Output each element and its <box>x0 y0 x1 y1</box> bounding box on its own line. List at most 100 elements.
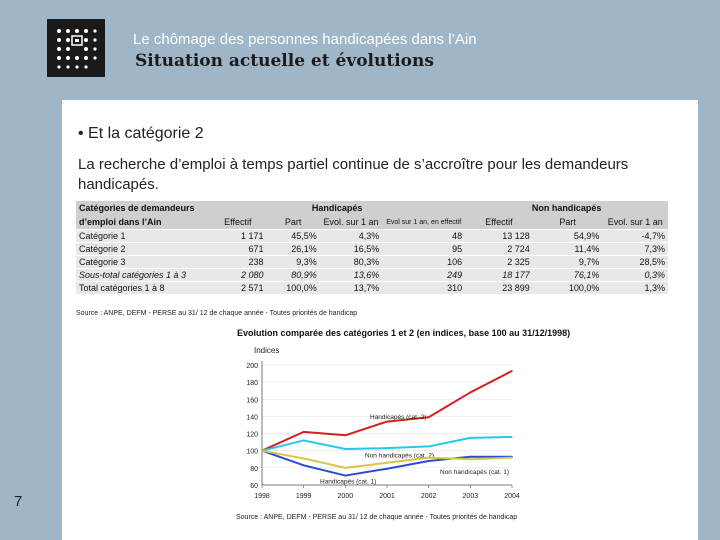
bullet-point: • Et la catégorie 2 <box>78 125 204 142</box>
row-label: Catégorie 3 <box>76 255 210 269</box>
data-point <box>302 457 305 460</box>
table-cell: 9,7% <box>532 255 603 269</box>
data-point <box>344 474 347 477</box>
series-label: Non handicapés (cat. 2) <box>365 453 434 460</box>
table-cell: 80,3% <box>319 255 383 269</box>
table-cell: 2 724 <box>465 242 533 256</box>
y-tick-label: 140 <box>246 414 258 421</box>
col-header: Evol. sur 1 an <box>602 215 668 230</box>
logo <box>47 19 105 77</box>
group-header-non-handicapes: Non handicapés <box>465 201 668 215</box>
categories-table: Catégories de demandeurs Handicapés Non … <box>76 201 668 294</box>
data-point <box>469 437 472 439</box>
table-cell: 106 <box>382 255 466 269</box>
table-cell: 11,4% <box>532 242 603 256</box>
page-title: Situation actuelle et évolutions <box>135 51 434 71</box>
table-row: Catégorie 3 238 9,3% 80,3% 106 2 325 9,7… <box>76 255 668 269</box>
row-label: Catégorie 1 <box>76 229 210 243</box>
table-cell: 45,5% <box>266 229 320 243</box>
x-tick-label: 2000 <box>338 493 354 500</box>
x-tick-label: 2002 <box>421 493 437 500</box>
data-point <box>427 445 430 448</box>
data-point <box>302 464 305 467</box>
row-label: Catégorie 2 <box>76 242 210 256</box>
x-tick-label: 1998 <box>254 493 270 500</box>
table-cell: 80,9% <box>266 268 320 282</box>
data-point <box>386 467 388 470</box>
table-row: Catégorie 2 671 26,1% 16,5% 95 2 724 11,… <box>76 242 668 256</box>
data-point <box>344 448 347 450</box>
series-label: Handicapés (cat. 2) <box>370 414 426 421</box>
table-cell: 100,0% <box>266 281 320 294</box>
logo-dots-icon <box>57 29 97 69</box>
x-tick-label: 1999 <box>296 493 312 500</box>
table-cell: 310 <box>382 281 466 294</box>
table-cell: 16,5% <box>319 242 383 256</box>
right-band <box>698 100 720 540</box>
table-cell: 4,3% <box>319 229 383 243</box>
chart-source: Source : ANPE, DEFM - PERSE au 31/ 12 de… <box>236 514 518 521</box>
y-axis-label: Indices <box>254 346 279 355</box>
data-point <box>427 460 430 462</box>
data-point <box>511 456 513 459</box>
table-cell: 9,3% <box>266 255 320 269</box>
data-point <box>344 467 347 469</box>
data-point <box>469 391 472 394</box>
col-header: Part <box>266 215 320 230</box>
y-tick-label: 120 <box>246 432 258 439</box>
table-cell: 238 <box>209 255 267 269</box>
page-number: 7 <box>14 493 23 510</box>
data-point <box>302 439 305 442</box>
data-point <box>427 416 430 419</box>
table-cell: 7,3% <box>602 242 668 256</box>
data-point <box>344 434 347 437</box>
col-header: Evol. sur 1 an <box>319 215 383 230</box>
table-cell: 18 177 <box>465 268 533 282</box>
data-point <box>386 447 388 449</box>
content-area <box>62 100 698 540</box>
col-header: Effectif <box>465 215 533 230</box>
table-header-row: Catégories de demandeurs Handicapés Non … <box>76 201 668 215</box>
data-point <box>469 458 472 461</box>
col-header: Effectif <box>209 215 267 230</box>
table-cell: 249 <box>382 268 466 282</box>
col-header: Evol sur 1 an, en effectif <box>382 215 466 230</box>
table-cell: 76,1% <box>532 268 603 282</box>
table-row: Sous-total catégories 1 à 3 2 080 80,9% … <box>76 268 668 282</box>
group-header-handicapes: Handicapés <box>209 201 466 215</box>
table-cell: 48 <box>382 229 466 243</box>
data-point <box>386 461 388 464</box>
table-cell: 100,0% <box>532 281 603 294</box>
y-tick-label: 100 <box>246 449 258 456</box>
table-cell: 23 899 <box>465 281 533 294</box>
y-tick-label: 60 <box>250 483 258 490</box>
table-cell: 1 171 <box>209 229 267 243</box>
table-cell: 13,7% <box>319 281 383 294</box>
header-band <box>0 0 720 100</box>
row-label: Total catégories 1 à 8 <box>76 281 210 294</box>
header-subtitle: Le chômage des personnes handicapées dan… <box>133 31 477 48</box>
table-row: Catégorie 1 1 171 45,5% 4,3% 48 13 128 5… <box>76 229 668 243</box>
left-band <box>0 100 62 540</box>
body-paragraph: La recherche d’emploi à temps partiel co… <box>78 156 629 193</box>
x-tick-label: 2003 <box>463 493 479 500</box>
table-cell: 26,1% <box>266 242 320 256</box>
table-row: Total catégories 1 à 8 2 571 100,0% 13,7… <box>76 281 668 294</box>
data-point <box>261 449 263 452</box>
y-tick-label: 180 <box>246 380 258 387</box>
table-cell: 2 325 <box>465 255 533 269</box>
data-point <box>386 420 388 423</box>
x-tick-label: 2004 <box>504 493 520 500</box>
col-header: Part <box>532 215 603 230</box>
table-cell: 95 <box>382 242 466 256</box>
data-point <box>469 455 472 458</box>
table-cell: 13 128 <box>465 229 533 243</box>
row-label: Sous-total catégories 1 à 3 <box>76 268 210 282</box>
chart-title: Evolution comparée des catégories 1 et 2… <box>237 328 571 338</box>
line-chart: Indices 60 80 100 120 140 160 180 200 1998 1999 200… <box>246 346 520 500</box>
table-cell: 2 080 <box>209 268 267 282</box>
table-cell: 28,5% <box>602 255 668 269</box>
table-cell: 1,3% <box>602 281 668 294</box>
table-cell: 0,3% <box>602 268 668 282</box>
y-tick-label: 80 <box>250 466 258 473</box>
